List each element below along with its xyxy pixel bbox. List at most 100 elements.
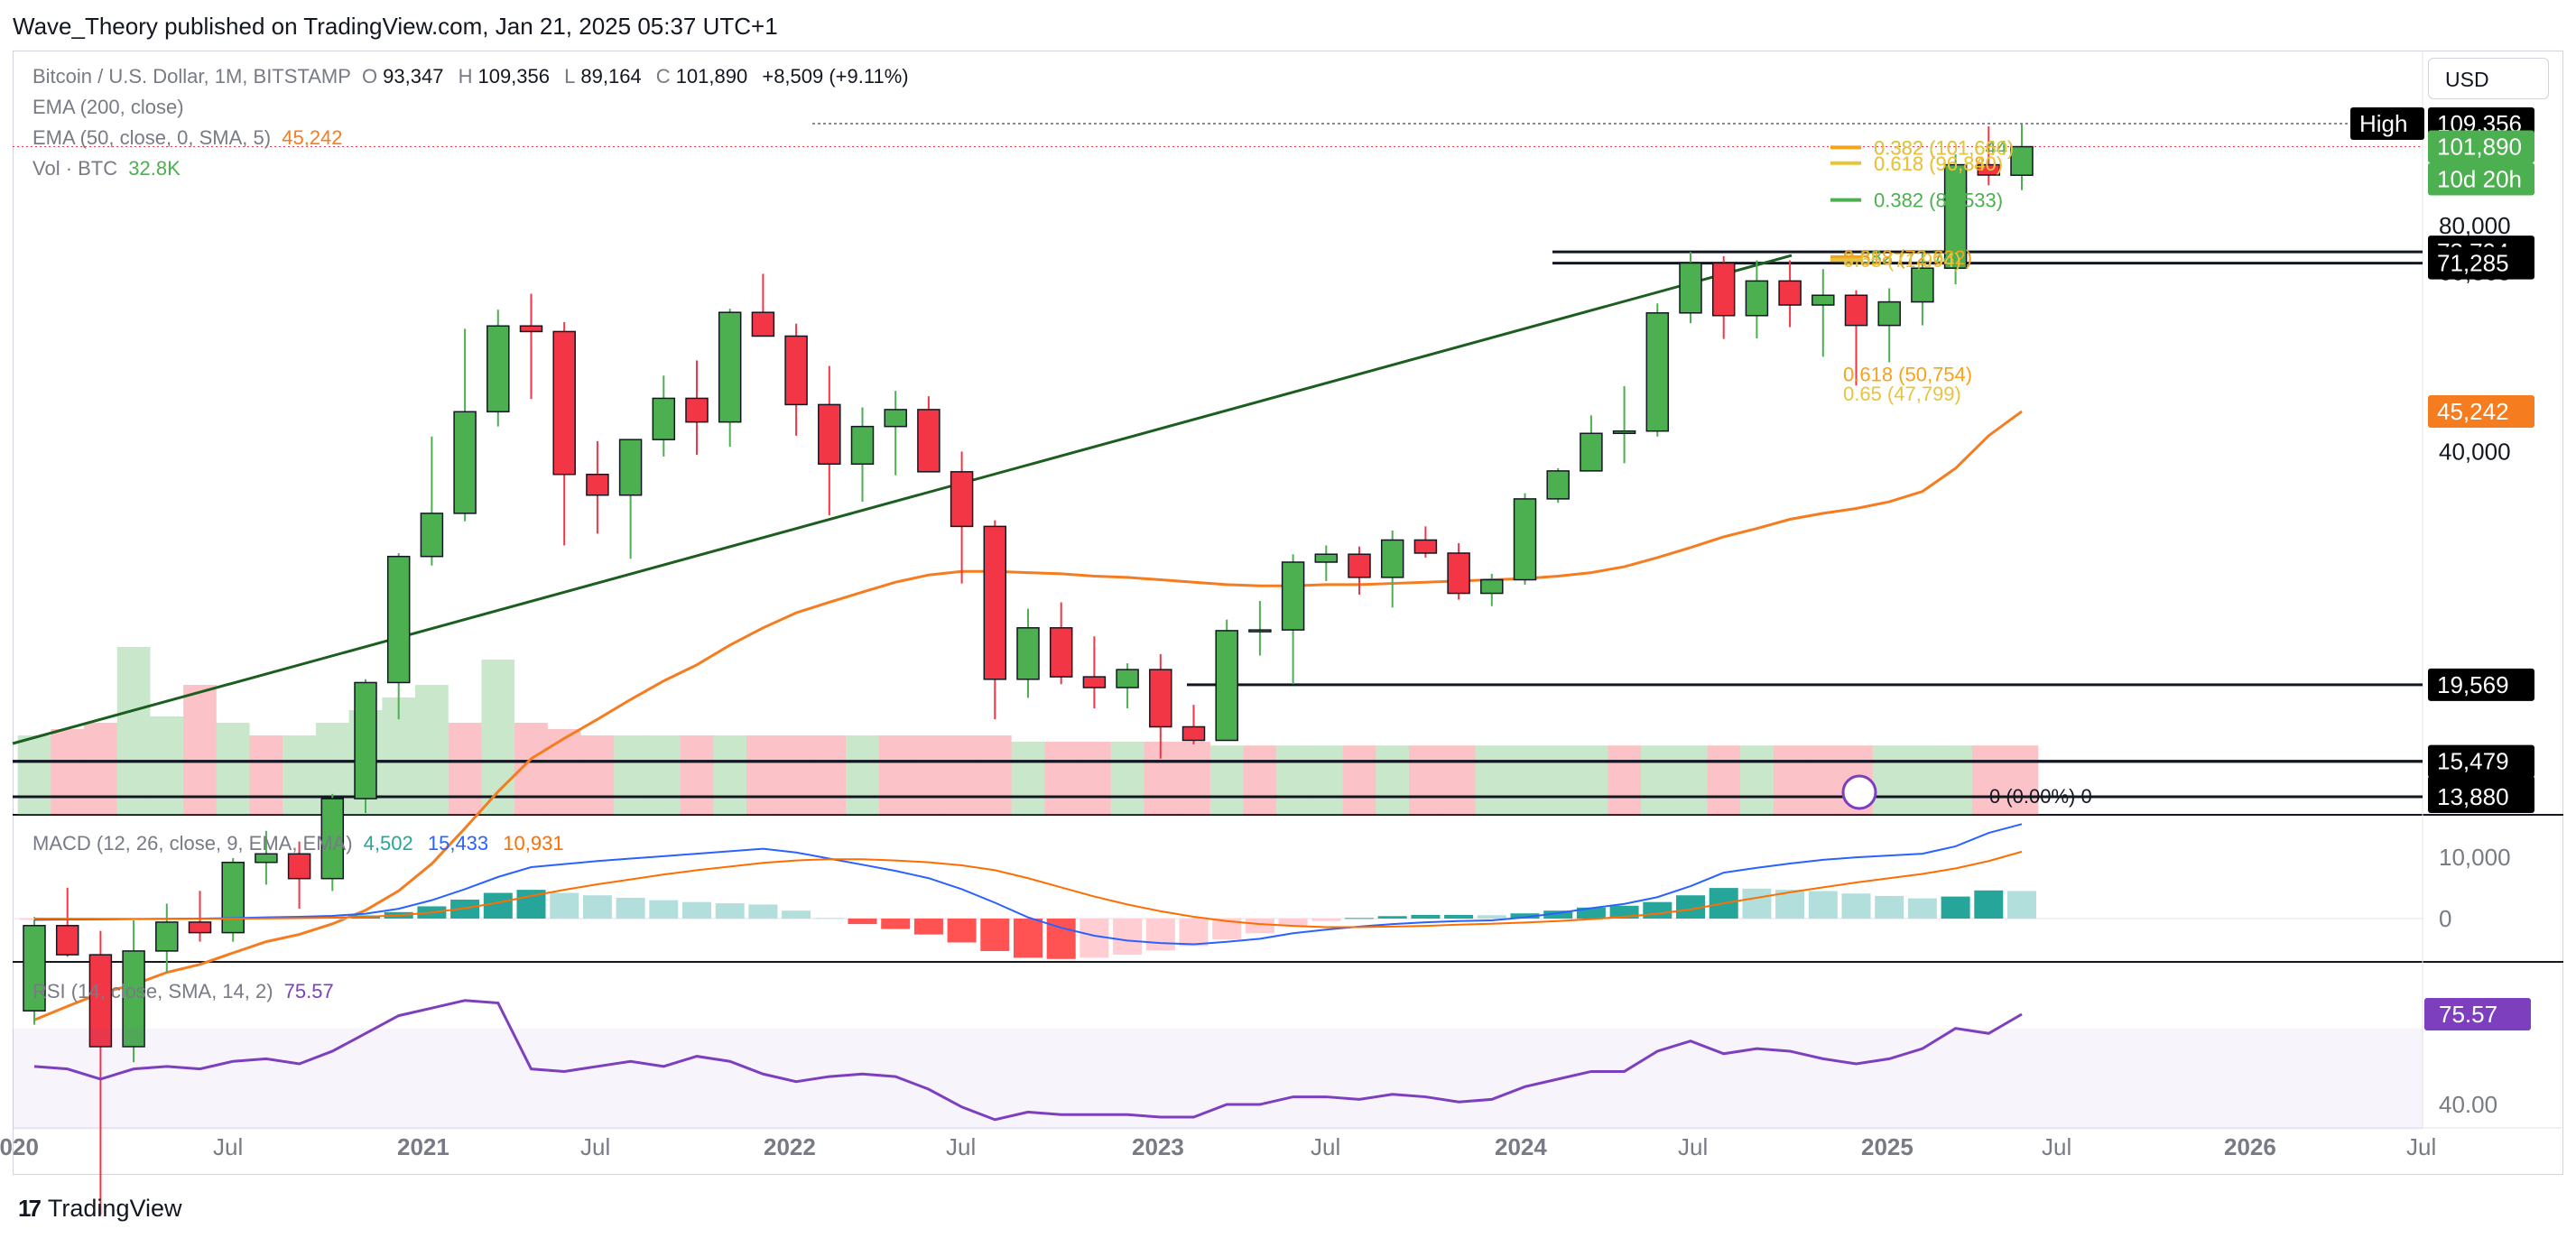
candle-body [1181,725,1206,742]
volume-bar [1707,745,1741,815]
volume-bar [448,723,482,815]
candle-up [23,917,46,1025]
price-axis-label: 40,000 [2439,438,2511,465]
macd-histogram-bar [1543,910,1573,919]
macd-histogram-bar [1974,890,2004,919]
macd-legend[interactable]: MACD (12, 26, close, 9, EMA, EMA) 4,502 … [32,832,564,855]
volume-bar [1640,745,1674,815]
macd-signal-line [33,850,2023,928]
price-tag-box [2428,781,2534,813]
volume-bar [1011,742,1045,815]
time-axis-label: 2022 [764,1133,816,1160]
candle-body [586,473,609,496]
volume-legend[interactable]: Vol · BTC 32.8K [32,157,181,180]
candle-down [751,273,775,337]
ema200-legend[interactable]: EMA (200, close) [32,96,184,118]
candle-body [255,853,278,864]
macd-histogram-bar [1311,919,1341,921]
macd-histogram-bar [1278,919,1308,927]
candle-body [2010,145,2034,176]
rsi-line [33,999,2023,1122]
volume-bar [116,647,151,815]
candle-down [287,841,311,909]
volume-bar [1209,745,1244,815]
candle-up [255,830,278,885]
currency-selector[interactable]: USD [2428,58,2549,99]
candle-body [917,409,941,473]
volume-value: 32.8K [128,157,181,180]
fib-level-label: 0.382 (86,533) [1874,189,2003,212]
candle-body [1082,676,1107,688]
volume-bar [846,735,879,815]
time-axis-label: Jul [580,1133,610,1160]
candle-up [1745,260,1769,339]
volume-bar [1409,745,1442,815]
fib-level-label: 0.65 (71,994) [1843,249,1961,272]
candle-down [917,396,941,473]
candle-body [1447,552,1470,595]
candle-up [1612,385,1636,464]
volume-bar [779,735,813,815]
candle-body [784,335,808,406]
volume-bar [680,735,714,815]
candle-up [1116,663,1139,709]
macd-hist-value: 4,502 [363,832,413,855]
candle-up [320,793,345,892]
price-tag: High [2359,110,2407,137]
macd-histogram-bar [616,897,645,919]
candle-up [155,903,179,973]
rsi-legend[interactable]: RSI (14, close, SMA, 14, 2) 75.57 [32,980,334,1002]
volume-bar [481,660,515,815]
candle-up [1215,619,1238,742]
price-tag-box [2428,162,2534,196]
macd-histogram-bar [782,910,811,919]
macd-histogram-bar [1145,919,1175,951]
candle-body [354,681,377,799]
candle-body [1645,312,1670,432]
candle-body [88,954,113,1048]
candle-down [1711,256,1736,339]
macd-histogram-bar [1643,901,1673,919]
macd-histogram-bar [1411,914,1441,919]
macd-histogram-bar [1245,919,1274,934]
macd-histogram-bar [550,892,579,919]
ema50-legend[interactable]: EMA (50, close, 0, SMA, 5) 45,242 [32,126,343,149]
candle-down [1049,602,1073,685]
candle-down [1181,705,1206,744]
candle-up [1679,252,1702,324]
candle-up [354,679,377,814]
candle-down [685,360,709,456]
candle-up [618,439,643,559]
candle-body [453,411,477,514]
time-axis-label: 2026 [2224,1133,2276,1160]
price-axis-label: 80,000 [2439,212,2511,239]
footer-brand[interactable]: 17 TradingView [18,1195,182,1223]
macd-histogram-bar [1113,919,1143,956]
candle-up [1580,415,1603,472]
candle-up [1480,573,1504,606]
candle-body [1711,262,1736,317]
volume-bar [945,735,978,815]
candle-body [1513,498,1537,581]
candle-up [1281,554,1305,685]
candle-body [718,311,742,423]
candle-up [1248,601,1272,656]
candle-body [1943,163,1968,269]
candle-up [1380,530,1404,608]
candle-down [950,451,974,584]
rsi-value: 75.57 [283,980,334,1002]
volume-bar [614,735,647,815]
candle-up [1877,288,1901,363]
candle-up [386,552,411,720]
symbol-title[interactable]: Bitcoin / U.S. Dollar, 1M, BITSTAMP [32,65,351,88]
volume-zero-readout: 0 (0.00%) 0 [1989,785,2092,808]
candle-body [23,925,46,1012]
candle-down [88,930,113,1215]
tradingview-logo-icon: 17 [18,1195,42,1222]
candle-body [1546,470,1570,500]
price-tag-box [2350,107,2424,140]
time-axis-label: Jul [1311,1133,1340,1160]
time-axis-label: Jul [946,1133,976,1160]
candle-down [1778,260,1802,328]
